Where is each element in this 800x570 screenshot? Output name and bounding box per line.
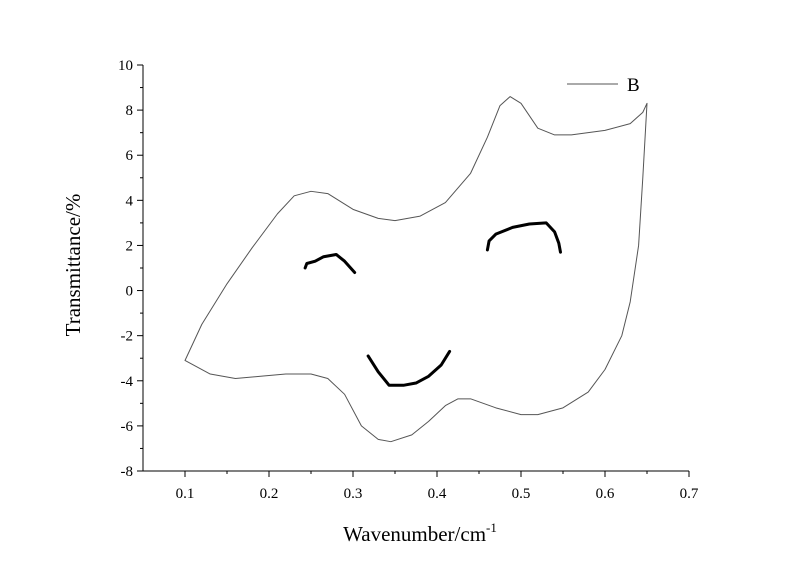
x-tick-label: 0.1 (176, 486, 195, 502)
y-tick-label: 6 (126, 148, 134, 164)
x-tick-label: 0.4 (428, 486, 447, 502)
y-tick-label: -6 (121, 419, 134, 435)
y-tick-label: 8 (126, 103, 134, 119)
legend-label: B (627, 75, 640, 96)
y-tick-label: 4 (126, 193, 134, 209)
y-tick-label: -2 (121, 329, 134, 345)
x-tick-label: 0.3 (344, 486, 363, 502)
y-tick-label: 2 (126, 238, 134, 254)
x-axis-title: Wavenumber/cm-1 (343, 520, 497, 546)
x-axis-title-main: Wavenumber/cm (343, 522, 486, 546)
y-tick-label: 10 (118, 58, 133, 74)
series-line (485, 221, 562, 254)
x-tick-label: 0.6 (596, 486, 615, 502)
y-axis-title: Transmittance/% (61, 194, 85, 337)
x-tick-label: 0.7 (680, 486, 699, 502)
y-tick-label: -8 (121, 464, 134, 480)
y-tick-label: 0 (126, 284, 134, 300)
x-tick-label: 0.2 (260, 486, 279, 502)
series-line (184, 96, 648, 443)
y-tick-label: -4 (121, 374, 134, 390)
series-line (303, 252, 357, 275)
series-line (366, 349, 452, 387)
x-axis-title-superscript: -1 (486, 520, 497, 535)
x-tick-label: 0.5 (512, 486, 531, 502)
